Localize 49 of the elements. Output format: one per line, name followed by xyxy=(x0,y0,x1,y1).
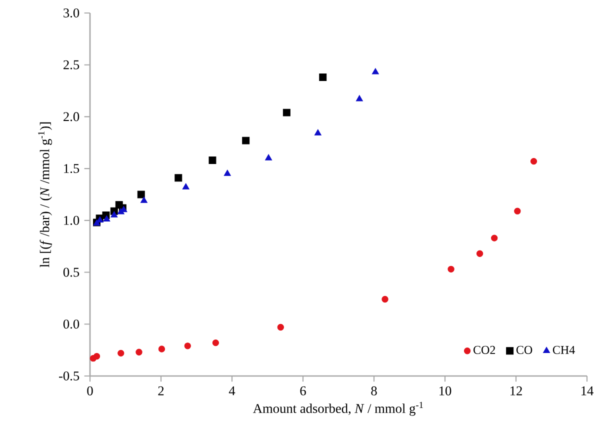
y-tick-label: 1.0 xyxy=(64,216,80,225)
point xyxy=(514,208,521,214)
point xyxy=(140,196,148,203)
y-tick-label: 0.5 xyxy=(63,268,80,277)
point xyxy=(319,74,327,82)
point xyxy=(224,170,231,176)
y-tick-label: 2.0 xyxy=(64,112,80,122)
x-tick-label: 8 xyxy=(371,386,377,396)
point xyxy=(242,136,250,144)
point xyxy=(174,174,182,182)
point xyxy=(282,108,290,116)
y-tick-label: 2.5 xyxy=(64,60,80,70)
x-tick-label: 0 xyxy=(87,386,93,396)
point xyxy=(382,296,388,303)
point xyxy=(448,266,454,272)
point xyxy=(184,342,191,350)
point xyxy=(182,183,190,190)
point xyxy=(93,352,100,360)
x-tick-label: 4 xyxy=(228,386,236,396)
point xyxy=(476,250,484,257)
x-tick-label: 6 xyxy=(300,386,306,396)
point xyxy=(158,346,166,352)
point xyxy=(530,158,538,165)
point xyxy=(265,154,272,160)
point xyxy=(277,324,284,331)
point xyxy=(103,215,110,222)
x-tick-label: 12 xyxy=(510,386,522,396)
point xyxy=(208,156,216,164)
x-tick-label: 14 xyxy=(582,386,594,396)
point xyxy=(372,68,379,74)
legend-label: CH4 xyxy=(552,346,575,354)
point xyxy=(491,234,498,242)
y-tick-label: -0.5 xyxy=(58,371,80,381)
point xyxy=(118,350,124,357)
point xyxy=(110,211,118,218)
x-axis-title: Amount adsorbed, N / mmol g$^{-1}$ xyxy=(252,402,423,416)
y-axis-title: ln [(f /bar) / (N /mmol g$^{-1}$)] xyxy=(38,122,52,268)
point xyxy=(212,339,220,346)
x-tick-label: 2 xyxy=(158,386,164,396)
point xyxy=(314,129,322,136)
y-tick-label: 3.0 xyxy=(64,8,80,18)
point xyxy=(137,190,145,198)
y-tick-label: 0.0 xyxy=(63,320,80,329)
x-tick-label: 10 xyxy=(440,386,452,396)
legend-label: CO2 xyxy=(474,346,496,354)
y-tick-label: 1.5 xyxy=(64,164,80,174)
legend-label: CO xyxy=(516,346,532,354)
point xyxy=(356,95,363,102)
point xyxy=(136,348,142,356)
